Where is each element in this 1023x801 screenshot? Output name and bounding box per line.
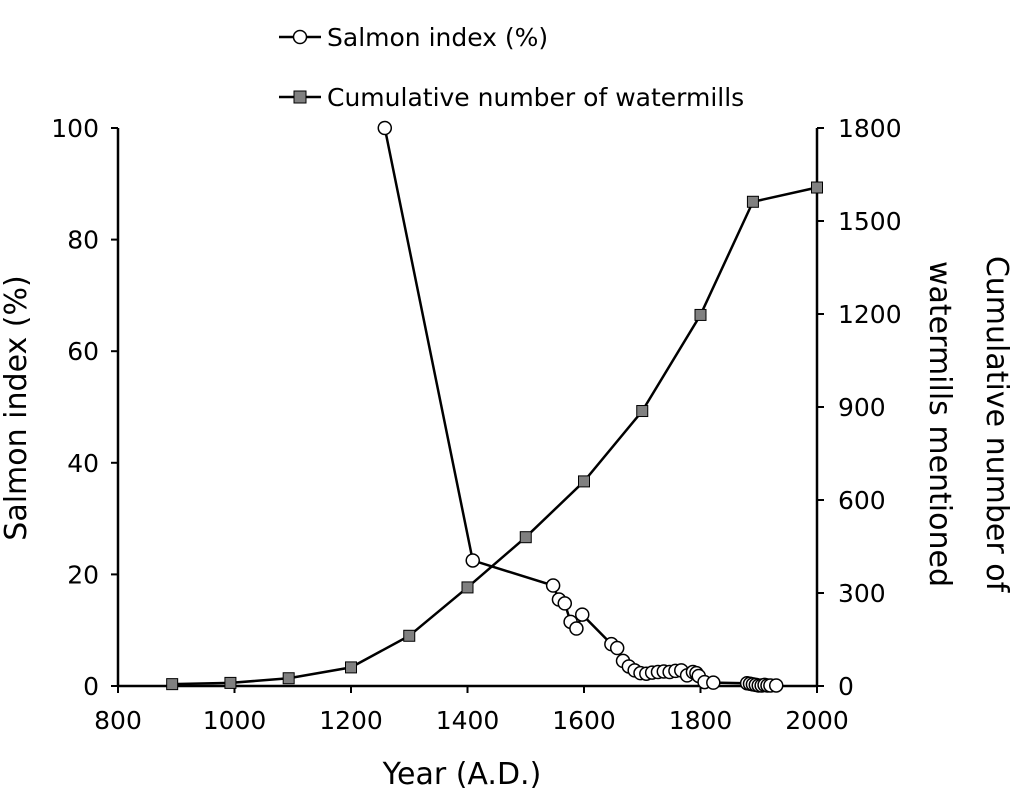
y-right-tick-label: 300 bbox=[838, 579, 886, 608]
watermills-point bbox=[694, 308, 707, 321]
y-axis-right-title-line-1: Cumulative number of bbox=[979, 256, 1014, 594]
legend: Salmon index (%) Cumulative number of wa… bbox=[279, 23, 744, 112]
x-tick-label: 1800 bbox=[669, 706, 733, 735]
y-right-tick-label: 1800 bbox=[838, 114, 902, 143]
series-salmon-index bbox=[377, 120, 784, 693]
axes bbox=[111, 127, 824, 693]
watermills-point bbox=[166, 678, 179, 691]
watermills-line bbox=[172, 186, 818, 686]
tick-labels: 800 1000 1200 1400 1600 1800 20000204060801000… bbox=[51, 114, 901, 735]
x-tick-label: 1400 bbox=[436, 706, 500, 735]
legend-label-watermills: Cumulative number of watermills bbox=[327, 83, 744, 112]
legend-item-salmon-index: Salmon index (%) bbox=[279, 23, 548, 52]
salmon-point bbox=[609, 640, 625, 656]
salmon-point bbox=[557, 596, 573, 611]
legend-label-salmon-index: Salmon index (%) bbox=[327, 23, 548, 52]
watermills-point bbox=[811, 181, 823, 194]
watermills-point bbox=[578, 475, 590, 488]
watermills-point bbox=[636, 405, 649, 418]
y-axis-right-title-line-2: watermills mentioned bbox=[922, 261, 957, 587]
y-left-tick-label: 20 bbox=[67, 560, 99, 589]
salmon-point bbox=[377, 120, 393, 136]
watermills-point bbox=[519, 531, 532, 544]
y-left-tick-label: 80 bbox=[67, 226, 99, 255]
watermills-point bbox=[461, 581, 474, 594]
salmon-point bbox=[569, 621, 584, 636]
salmon-point bbox=[768, 678, 784, 693]
y-axis-left-title: Salmon index (%) bbox=[0, 275, 34, 540]
salmon-line bbox=[383, 127, 777, 687]
y-left-tick-label: 60 bbox=[67, 337, 99, 366]
y-right-tick-label: 0 bbox=[838, 672, 854, 701]
y-right-tick-label: 1200 bbox=[838, 300, 902, 329]
y-right-tick-label: 600 bbox=[838, 486, 886, 515]
watermills-point bbox=[403, 629, 416, 642]
y-right-tick-label: 900 bbox=[838, 393, 886, 422]
y-right-tick-label: 1500 bbox=[838, 207, 902, 236]
salmon-point bbox=[706, 675, 721, 690]
watermills-point bbox=[224, 676, 237, 689]
x-tick-label: 1600 bbox=[552, 706, 616, 735]
series-watermills bbox=[166, 181, 823, 691]
x-tick-label: 800 bbox=[94, 706, 142, 735]
y-left-tick-label: 40 bbox=[67, 449, 99, 478]
y-left-tick-label: 100 bbox=[51, 114, 99, 143]
watermills-point bbox=[345, 661, 357, 674]
x-axis-title: Year (A.D.) bbox=[382, 757, 542, 792]
axis-titles: Year (A.D.) Salmon index (%) Cumulative … bbox=[0, 256, 1014, 792]
y-left-tick-label: 0 bbox=[83, 672, 99, 701]
watermills-point bbox=[746, 195, 759, 208]
x-tick-label: 2000 bbox=[785, 706, 849, 735]
salmon-point bbox=[465, 553, 480, 568]
salmon-point bbox=[575, 607, 590, 622]
x-tick-label: 1000 bbox=[203, 706, 267, 735]
legend-item-watermills: Cumulative number of watermills bbox=[279, 83, 744, 112]
x-tick-label: 1200 bbox=[319, 706, 383, 735]
salmon-point bbox=[545, 578, 561, 593]
watermills-point bbox=[282, 672, 295, 685]
